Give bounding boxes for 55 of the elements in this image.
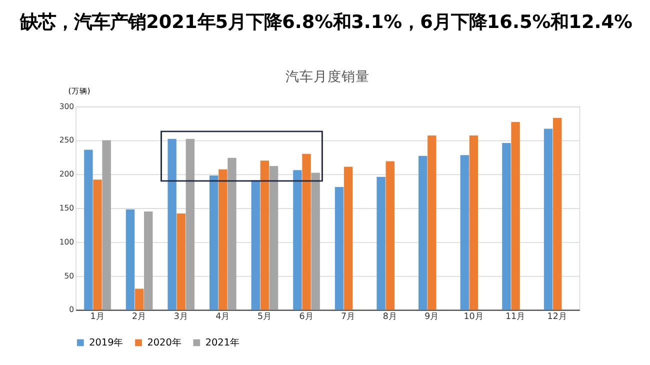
- y-tick-label: 200: [59, 170, 74, 179]
- bar: [186, 138, 195, 310]
- bar: [134, 288, 144, 310]
- bar: [176, 213, 186, 310]
- bar: [293, 170, 302, 310]
- bar: [93, 180, 102, 310]
- bar: [311, 172, 320, 310]
- y-tick-label: 50: [64, 271, 74, 280]
- bar: [502, 142, 511, 310]
- bar: [344, 166, 353, 310]
- y-tick-label: 250: [59, 136, 74, 145]
- x-tick-label: 4月: [216, 312, 230, 322]
- bar: [102, 140, 111, 310]
- bar: [302, 154, 311, 310]
- bar: [228, 158, 236, 310]
- x-tick-label: 1月: [90, 312, 105, 322]
- bar: [552, 118, 562, 310]
- bar: [126, 209, 135, 310]
- bar: [386, 161, 394, 310]
- bar: [511, 122, 520, 310]
- y-tick-label: 0: [69, 305, 74, 314]
- bar: [144, 211, 153, 310]
- x-tick-label: 9月: [424, 312, 440, 322]
- bar: [168, 138, 176, 310]
- chart-subtitle: 汽车月度销量: [285, 69, 370, 86]
- legend-label: 2019年: [89, 336, 124, 349]
- y-tick-label: 300: [59, 102, 74, 111]
- bar: [469, 136, 478, 310]
- x-tick-label: 11月: [505, 312, 526, 322]
- bar: [544, 128, 553, 310]
- bar: [334, 187, 344, 310]
- y-tick-label: 100: [59, 237, 74, 246]
- x-tick-label: 7月: [341, 312, 356, 322]
- bar: [376, 176, 386, 310]
- bar: [269, 166, 278, 310]
- y-axis-title: (万辆): [68, 86, 90, 96]
- x-tick-label: 2月: [132, 312, 147, 322]
- x-tick-label: 6月: [299, 312, 314, 322]
- x-tick-label: 3月: [174, 312, 188, 322]
- legend-label: 2020年: [147, 336, 182, 349]
- bar: [260, 160, 270, 310]
- bar: [251, 180, 260, 310]
- legend-label: 2021年: [205, 336, 240, 349]
- bar: [418, 156, 428, 310]
- x-tick-label: 8月: [382, 312, 398, 322]
- chart-title: 缺芯，汽车产销2021年5月下降6.8%和3.1%，6月下降16.5%和12.4%: [19, 12, 632, 33]
- bar: [210, 176, 218, 310]
- bar: [84, 150, 93, 310]
- x-tick-label: 5月: [257, 312, 272, 322]
- bar: [218, 169, 228, 310]
- bar: [428, 136, 436, 310]
- bar: [460, 155, 470, 310]
- y-tick-label: 150: [59, 203, 74, 212]
- x-tick-label: 10月: [464, 312, 484, 322]
- x-tick-label: 12月: [547, 312, 568, 322]
